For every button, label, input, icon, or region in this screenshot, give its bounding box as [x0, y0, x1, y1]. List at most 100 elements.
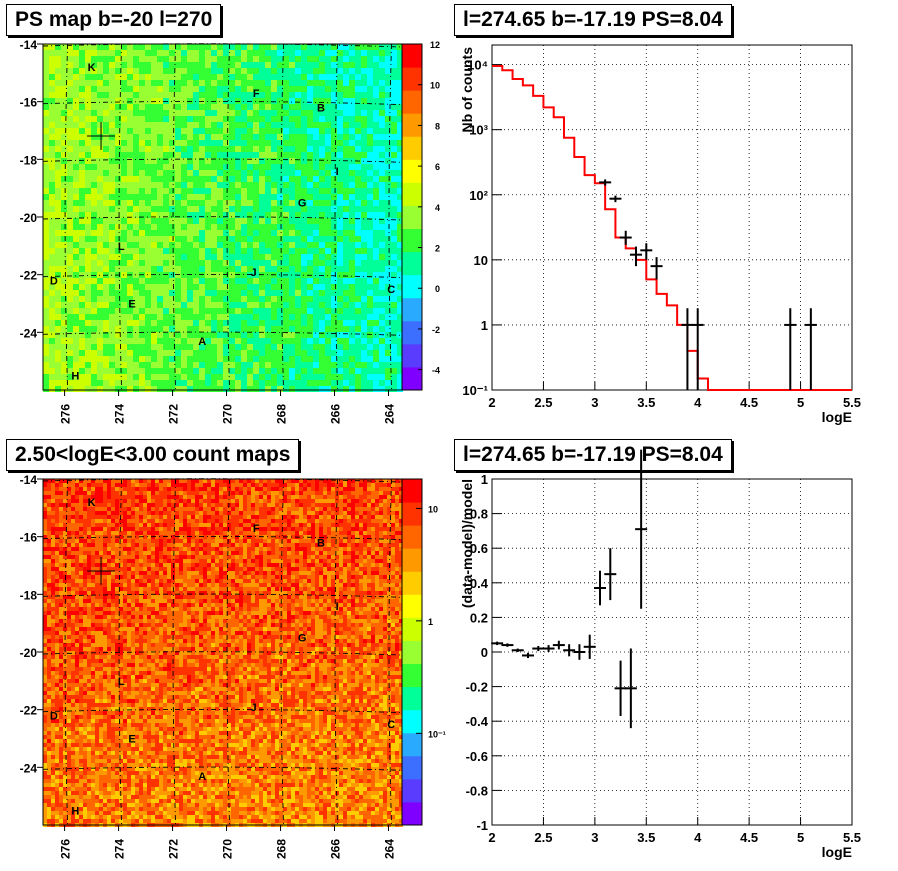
residual-ytick-label: 0.6	[470, 541, 488, 556]
count-map-meridian	[334, 478, 338, 826]
count-map-source-I: I	[336, 601, 339, 613]
count-map-ytick-label: -14	[20, 473, 38, 487]
spectrum-xtick-label: 5	[797, 395, 804, 410]
ps-map-pixels	[43, 44, 403, 392]
ps-map-xtick-label: 276	[59, 404, 73, 424]
ps-palette-swatch	[402, 205, 422, 230]
count-palette-swatch	[402, 502, 422, 526]
count-map-meridian	[118, 478, 123, 826]
count-map-meridian	[280, 478, 284, 826]
spectrum-xtick-label: 2	[488, 395, 495, 410]
count-palette-swatch	[402, 548, 422, 572]
ps-map-ytick-label: -22	[20, 269, 38, 283]
count-palette-label: 1	[428, 617, 433, 627]
ps-map-ytick-label: -16	[20, 96, 38, 110]
residual-ytick-label: -1	[476, 818, 488, 833]
ps-palette-label: 8	[435, 121, 440, 131]
count-map-source-C: C	[387, 719, 395, 731]
count-palette-swatch	[402, 617, 422, 641]
spec-top-title: l=274.65 b=-17.19 PS=8.04	[454, 4, 732, 36]
ps-palette-swatch	[402, 251, 422, 276]
residual-xtick-label: 3	[591, 830, 598, 845]
ps-palette-swatch	[402, 320, 422, 345]
count-map-source-G: G	[298, 633, 307, 645]
ps-palette-swatch	[402, 274, 422, 299]
count-palette-swatch	[402, 594, 422, 618]
count-map-source-E: E	[128, 734, 135, 746]
spectrum-ytick-label: 10³	[469, 123, 488, 138]
count-palette-swatch	[402, 479, 422, 503]
ps-map-xtick-label: 264	[383, 404, 397, 424]
ps-map-xtick-label: 270	[221, 404, 235, 424]
residual-ytick-label: 0.8	[470, 507, 488, 522]
spectrum-frame	[491, 44, 853, 391]
count-map-source-A: A	[198, 771, 206, 783]
ps-palette-swatch	[402, 297, 422, 322]
spec-bottom-title: l=274.65 b=-17.19 PS=8.04	[454, 439, 732, 471]
ps-map-source-J: J	[250, 267, 256, 279]
ps-map-source-H: H	[71, 371, 79, 383]
spectrum-ytick-label: 10	[474, 253, 488, 268]
count-palette-swatch	[402, 525, 422, 549]
residual-ytick-label: 1	[481, 472, 488, 487]
ps-palette-label: 2	[435, 244, 440, 254]
count-map-pixels	[43, 479, 403, 827]
spectrum-ytick-label: 1	[481, 318, 488, 333]
spectrum-ytick-label: 10⁴	[467, 58, 488, 73]
spectrum-xtick-label: 5.5	[843, 395, 861, 410]
spectrum-model-line	[492, 65, 852, 391]
count-map-xtick-label: 270	[221, 839, 235, 859]
ps-map-ytick-label: -14	[20, 38, 38, 52]
ps-map-xtick-label: 274	[113, 404, 127, 424]
count-map-ytick-label: -24	[20, 761, 38, 775]
count-map-xtick-label: 272	[167, 839, 181, 859]
residual-frame	[491, 478, 853, 826]
ps-map-source-I: I	[336, 166, 339, 178]
ps-map-source-C: C	[387, 284, 395, 296]
ps-map-xtick-label: 268	[275, 404, 289, 424]
count-palette-swatch	[402, 755, 422, 780]
ps-palette-label: 6	[435, 162, 440, 172]
spectrum-xtick-label: 4	[694, 395, 702, 410]
count-map-xtick-label: 276	[59, 839, 73, 859]
count-palette-swatch	[402, 686, 422, 711]
ps-palette-swatch	[402, 136, 422, 160]
count-map-source-H: H	[71, 806, 79, 818]
count-palette-swatch	[402, 732, 422, 757]
spectrum-xtick-label: 4.5	[740, 395, 758, 410]
ps-palette-swatch	[402, 366, 422, 391]
count-map-source-B: B	[317, 537, 325, 549]
ps-map-source-B: B	[317, 102, 325, 114]
residual-xlabel: logE	[822, 844, 852, 860]
count-map-meridian	[226, 478, 230, 826]
count-palette-swatch	[402, 778, 422, 803]
count-map-source-F: F	[253, 523, 260, 535]
count-palette-swatch	[402, 571, 422, 595]
ps-palette-swatch	[402, 159, 422, 183]
count-palette-swatch	[402, 709, 422, 734]
count-palette-swatch	[402, 663, 422, 688]
ps-map-xtick-label: 272	[167, 404, 181, 424]
ps-palette-label: 12	[430, 40, 440, 50]
residual-ytick-label: -0.4	[466, 714, 489, 729]
ps-palette-swatch	[402, 113, 422, 137]
map-top-title: PS map b=-20 l=270	[6, 4, 222, 36]
spectrum-ytick-label: 10⁻¹	[462, 383, 488, 398]
count-map-xtick-label: 268	[275, 839, 289, 859]
ps-palette-label: 10	[430, 81, 440, 91]
count-map-ytick-label: -20	[20, 646, 38, 660]
residual-ylabel: (data-model)/model	[459, 479, 475, 608]
ps-map-xtick-label: 266	[329, 404, 343, 424]
ps-palette-swatch	[402, 90, 422, 114]
ps-map-source-F: F	[253, 88, 260, 100]
spectrum-ylabel: Nb of counts	[459, 47, 475, 133]
residual-ytick-label: -0.6	[466, 749, 488, 764]
ps-map-ytick-label: -24	[20, 326, 38, 340]
ps-map-meridian	[280, 43, 284, 391]
residual-xtick-label: 2.5	[534, 830, 552, 845]
count-map-meridian	[64, 478, 69, 826]
count-map-xtick-label: 266	[329, 839, 343, 859]
ps-map-meridian	[388, 43, 392, 391]
residual-xtick-label: 5	[797, 830, 804, 845]
map-bottom-title: 2.50<logE<3.00 count maps	[6, 439, 300, 471]
